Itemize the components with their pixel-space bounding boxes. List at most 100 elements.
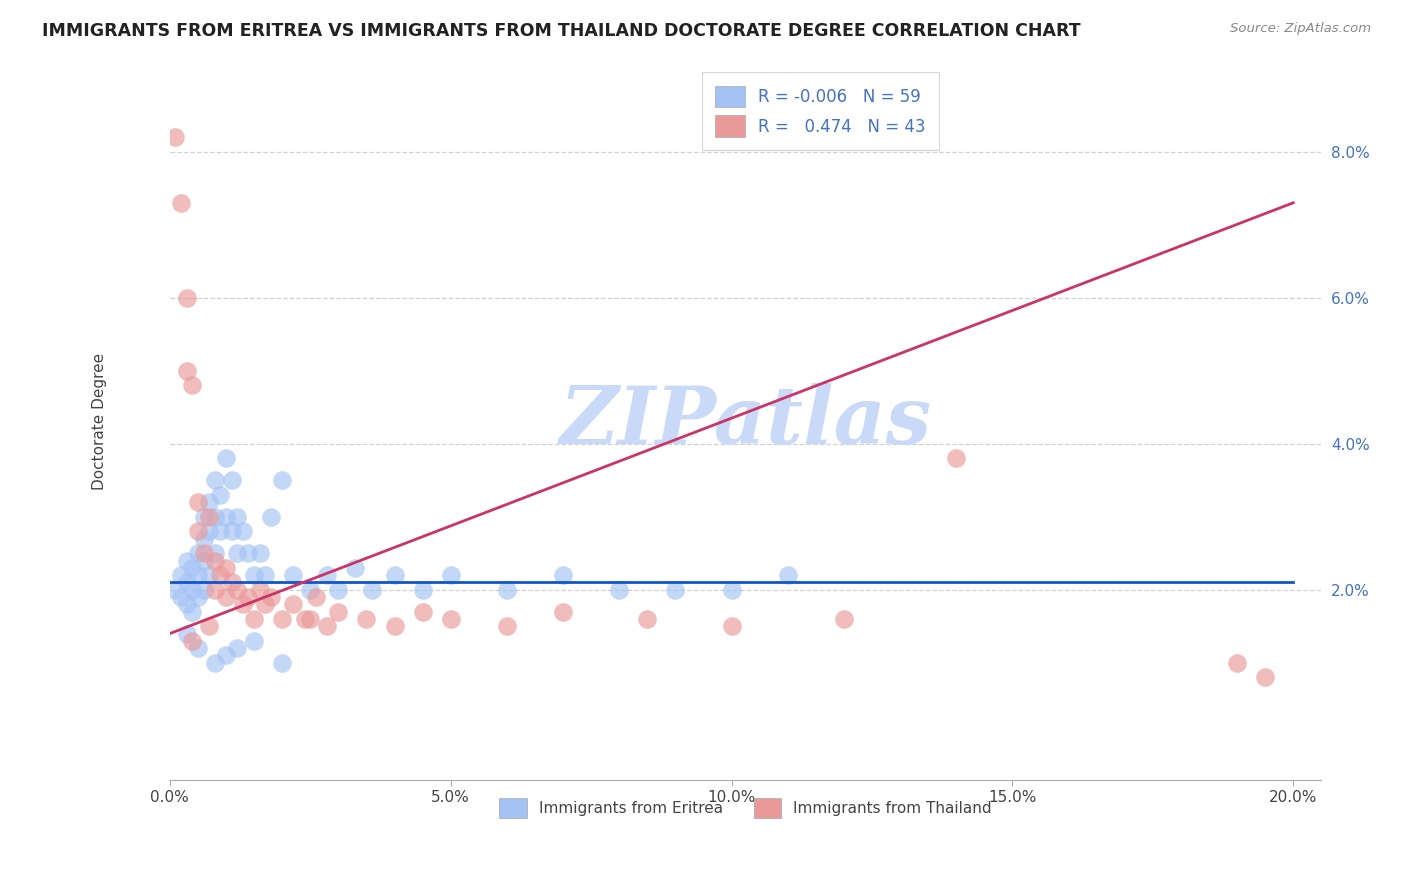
Point — [243, 568, 266, 582]
Point — [1226, 656, 1249, 670]
Point — [720, 582, 742, 597]
Point — [305, 590, 328, 604]
Point — [181, 378, 204, 392]
Point — [193, 582, 215, 597]
Point — [328, 605, 350, 619]
Point — [187, 524, 209, 539]
Point — [204, 473, 226, 487]
Point — [165, 582, 187, 597]
Point — [271, 656, 294, 670]
Point — [232, 598, 254, 612]
Point — [299, 582, 322, 597]
Point — [226, 546, 249, 560]
Point — [495, 582, 517, 597]
Point — [198, 619, 221, 633]
Point — [221, 473, 243, 487]
Point — [209, 488, 232, 502]
Point — [344, 561, 367, 575]
Point — [204, 546, 226, 560]
Point — [271, 473, 294, 487]
Point — [165, 130, 187, 145]
Point — [176, 364, 198, 378]
Point — [551, 605, 574, 619]
Point — [945, 451, 967, 466]
Point — [221, 575, 243, 590]
Point — [664, 582, 686, 597]
Point — [204, 509, 226, 524]
Point — [412, 582, 434, 597]
Point — [238, 590, 260, 604]
Point — [299, 612, 322, 626]
Point — [232, 524, 254, 539]
Point — [181, 582, 204, 597]
Point — [271, 612, 294, 626]
Point — [181, 633, 204, 648]
Point — [254, 598, 277, 612]
Text: IMMIGRANTS FROM ERITREA VS IMMIGRANTS FROM THAILAND DOCTORATE DEGREE CORRELATION: IMMIGRANTS FROM ERITREA VS IMMIGRANTS FR… — [42, 22, 1081, 40]
Point — [412, 605, 434, 619]
Point — [215, 590, 238, 604]
Point — [283, 598, 305, 612]
Point — [361, 582, 384, 597]
Point — [181, 605, 204, 619]
Point — [187, 568, 209, 582]
Point — [193, 546, 215, 560]
Point — [832, 612, 855, 626]
Point — [294, 612, 316, 626]
Point — [198, 524, 221, 539]
Point — [176, 626, 198, 640]
Legend: Immigrants from Eritrea, Immigrants from Thailand: Immigrants from Eritrea, Immigrants from… — [492, 790, 1000, 826]
Point — [176, 291, 198, 305]
Point — [776, 568, 799, 582]
Point — [193, 532, 215, 546]
Point — [384, 568, 406, 582]
Point — [170, 195, 193, 210]
Point — [551, 568, 574, 582]
Point — [316, 619, 339, 633]
Text: Source: ZipAtlas.com: Source: ZipAtlas.com — [1230, 22, 1371, 36]
Point — [243, 612, 266, 626]
Point — [209, 568, 232, 582]
Point — [198, 568, 221, 582]
Point — [215, 509, 238, 524]
Text: ZIPatlas: ZIPatlas — [560, 383, 932, 460]
Point — [204, 553, 226, 567]
Point — [328, 582, 350, 597]
Point — [283, 568, 305, 582]
Point — [170, 590, 193, 604]
Point — [176, 575, 198, 590]
Point — [193, 509, 215, 524]
Point — [187, 495, 209, 509]
Point — [226, 641, 249, 656]
Point — [440, 612, 463, 626]
Point — [209, 524, 232, 539]
Point — [215, 561, 238, 575]
Point — [198, 509, 221, 524]
Point — [181, 561, 204, 575]
Point — [316, 568, 339, 582]
Point — [495, 619, 517, 633]
Point — [215, 451, 238, 466]
Point — [254, 568, 277, 582]
Point — [204, 656, 226, 670]
Point — [1254, 670, 1277, 684]
Point — [440, 568, 463, 582]
Point — [384, 619, 406, 633]
Point — [176, 553, 198, 567]
Point — [636, 612, 658, 626]
Point — [187, 590, 209, 604]
Point — [221, 524, 243, 539]
Point — [720, 619, 742, 633]
Point — [249, 546, 271, 560]
Point — [176, 598, 198, 612]
Y-axis label: Doctorate Degree: Doctorate Degree — [93, 353, 107, 491]
Point — [607, 582, 630, 597]
Point — [170, 568, 193, 582]
Point — [356, 612, 378, 626]
Point — [226, 582, 249, 597]
Point — [238, 546, 260, 560]
Point — [260, 590, 283, 604]
Point — [215, 648, 238, 663]
Point — [243, 633, 266, 648]
Point — [249, 582, 271, 597]
